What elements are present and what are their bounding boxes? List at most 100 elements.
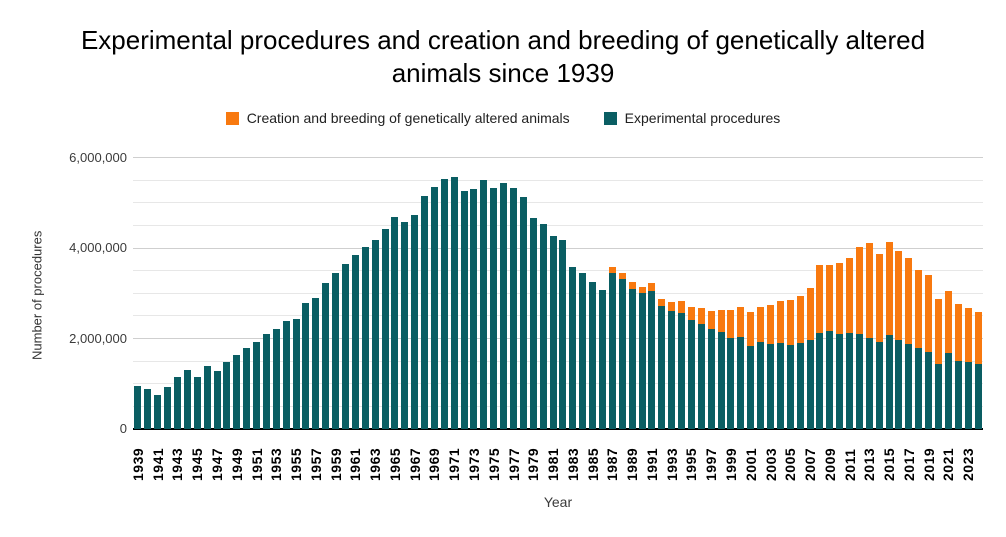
bar-1942[interactable] [164, 387, 172, 429]
bar-2024[interactable] [974, 311, 982, 429]
bar-1948[interactable] [223, 362, 231, 429]
bar-1982[interactable] [559, 239, 567, 429]
segment-experimental-2014 [875, 342, 883, 429]
legend-item-creation-breeding[interactable]: Creation and breeding of genetically alt… [225, 110, 570, 126]
bar-2023[interactable] [964, 308, 972, 429]
bar-2016[interactable] [895, 251, 903, 429]
bar-1946[interactable] [203, 366, 211, 429]
bar-1996[interactable] [697, 307, 705, 429]
bar-2022[interactable] [954, 304, 962, 429]
bar-1952[interactable] [262, 333, 270, 429]
x-tick-label-1999: 1999 [722, 447, 739, 481]
bar-2007[interactable] [806, 288, 814, 429]
bar-2008[interactable] [816, 264, 824, 429]
bar-1964[interactable] [381, 228, 389, 429]
bar-1947[interactable] [213, 371, 221, 429]
bar-2004[interactable] [776, 301, 784, 429]
bar-1950[interactable] [243, 348, 251, 429]
bar-1955[interactable] [292, 318, 300, 429]
bar-1987[interactable] [608, 266, 616, 429]
bar-2015[interactable] [885, 241, 893, 429]
segment-creation-breeding-2014 [875, 253, 883, 343]
bar-1965[interactable] [391, 216, 399, 429]
bar-2003[interactable] [767, 305, 774, 429]
bar-1941[interactable] [154, 395, 162, 429]
x-tick-label-2021: 2021 [940, 447, 957, 481]
bar-1967[interactable] [411, 215, 419, 429]
bar-1954[interactable] [282, 320, 290, 429]
bar-1984[interactable] [579, 272, 587, 429]
bar-1962[interactable] [361, 247, 369, 429]
bar-1958[interactable] [322, 283, 330, 429]
bar-1957[interactable] [312, 297, 320, 429]
bar-1966[interactable] [401, 222, 409, 429]
bar-2017[interactable] [905, 257, 913, 429]
segment-experimental-1985 [589, 281, 597, 429]
bar-1951[interactable] [253, 341, 261, 429]
bar-1940[interactable] [144, 388, 152, 429]
bar-1988[interactable] [618, 272, 626, 429]
bar-1979[interactable] [529, 217, 537, 429]
bar-1973[interactable] [470, 188, 478, 429]
bar-1968[interactable] [421, 195, 429, 429]
bar-1981[interactable] [549, 235, 557, 429]
bar-1980[interactable] [539, 224, 547, 429]
bar-1972[interactable] [460, 191, 468, 429]
bar-1959[interactable] [332, 272, 340, 429]
segment-creation-breeding-1996 [697, 307, 705, 324]
bar-2001[interactable] [747, 311, 755, 429]
bar-1943[interactable] [173, 377, 181, 429]
bar-1991[interactable] [648, 283, 656, 429]
bar-1960[interactable] [342, 263, 349, 429]
bar-1990[interactable] [638, 287, 646, 429]
bar-1939[interactable] [134, 386, 142, 429]
bar-2002[interactable] [757, 307, 765, 429]
bar-1971[interactable] [450, 176, 458, 429]
bar-1994[interactable] [678, 301, 686, 429]
bar-2006[interactable] [796, 295, 804, 429]
bar-1944[interactable] [183, 369, 191, 429]
bar-1945[interactable] [193, 377, 201, 429]
bar-1998[interactable] [717, 310, 725, 429]
bar-1989[interactable] [628, 281, 636, 429]
segment-experimental-2022 [954, 360, 962, 429]
bar-2011[interactable] [846, 257, 854, 429]
bar-1985[interactable] [589, 281, 597, 429]
bar-1997[interactable] [707, 310, 715, 429]
bar-2012[interactable] [855, 246, 863, 429]
x-tick-label-1947: 1947 [209, 447, 225, 481]
bar-2010[interactable] [836, 262, 844, 429]
bar-1956[interactable] [302, 303, 310, 429]
bar-1963[interactable] [371, 239, 379, 429]
bar-2009[interactable] [826, 265, 834, 429]
bar-2005[interactable] [786, 300, 794, 429]
bar-1993[interactable] [668, 302, 676, 429]
bar-1969[interactable] [430, 186, 438, 429]
bar-1949[interactable] [233, 355, 241, 429]
bar-1978[interactable] [519, 196, 527, 429]
segment-creation-breeding-2007 [806, 288, 814, 341]
x-tick-label-1977: 1977 [505, 447, 522, 481]
bar-2019[interactable] [925, 275, 933, 429]
bar-2021[interactable] [944, 290, 952, 429]
bar-2013[interactable] [865, 243, 873, 429]
bar-1970[interactable] [440, 179, 448, 429]
x-tick-label-2015: 2015 [881, 447, 898, 481]
bar-1976[interactable] [500, 183, 508, 429]
bar-1995[interactable] [687, 306, 695, 429]
bar-1961[interactable] [351, 254, 359, 429]
bar-1974[interactable] [480, 180, 488, 429]
bar-2000[interactable] [737, 307, 745, 429]
bar-1986[interactable] [598, 290, 606, 429]
bar-2018[interactable] [915, 269, 923, 429]
bar-2020[interactable] [935, 298, 943, 429]
bar-2014[interactable] [875, 253, 883, 429]
legend-item-experimental[interactable]: Experimental procedures [603, 110, 780, 126]
bar-1977[interactable] [510, 188, 518, 429]
bar-1999[interactable] [727, 310, 735, 429]
bar-1953[interactable] [272, 329, 280, 429]
bar-1992[interactable] [658, 298, 666, 429]
bar-1983[interactable] [569, 267, 577, 429]
segment-creation-breeding-2011 [846, 257, 854, 333]
bar-1975[interactable] [490, 188, 498, 429]
